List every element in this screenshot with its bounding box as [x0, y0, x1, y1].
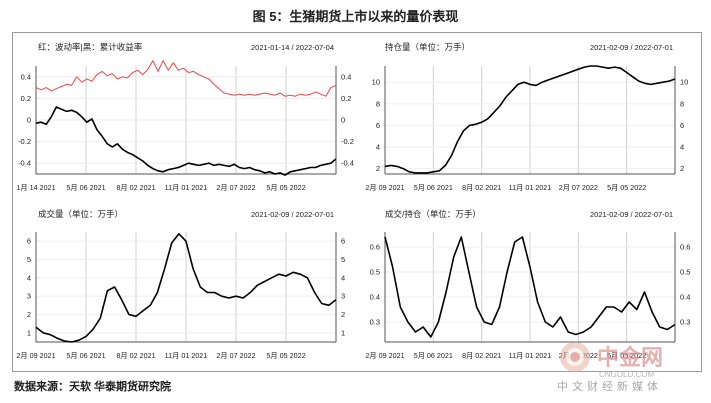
x-tick-label: 5月 05 2022: [607, 351, 646, 360]
chart-title: 红：波动率|黑：累计收益率: [38, 42, 143, 52]
x-tick-label: 5月 06 2021: [66, 183, 105, 192]
chart-title: 成交/持仓（单位：万手）: [385, 209, 481, 219]
y-tick-label-right: 10: [680, 78, 688, 87]
x-tick-label: 2月 09 2021: [365, 183, 404, 192]
y-tick-label-left: 2: [27, 310, 31, 319]
x-tick-label: 1月 14 2021: [16, 183, 55, 192]
y-tick-label-right: 1: [341, 328, 345, 337]
watermark: 中金网 CNGOLD.COM 中文财经新媒体: [555, 335, 705, 395]
series-line: [35, 106, 337, 176]
watermark-url: CNGOLD.COM: [599, 370, 654, 379]
y-tick-label-left: 6: [376, 121, 380, 130]
date-range-label: 2021-01-14 / 2022-07-04: [251, 43, 334, 52]
y-tick-label-right: 4: [341, 273, 345, 282]
x-tick-label: 11月 01 2021: [509, 183, 552, 192]
series-line: [384, 65, 676, 174]
x-tick-label: 5月 05 2022: [607, 183, 646, 192]
y-tick-label-right: 0.2: [341, 94, 351, 103]
y-tick-label-right: 6: [341, 237, 345, 246]
y-tick-label-right: -0.4: [341, 159, 354, 168]
x-tick-label: 11月 01 2021: [165, 183, 208, 192]
chart-panel-4: 2月 09 2021 5月 06 2021 8月 02 2021 11月 01 202…: [365, 209, 690, 360]
y-tick-label-right: -0.2: [341, 137, 354, 146]
y-tick-label-left: 4: [27, 273, 31, 282]
chart-panel-2: 2月 09 2021 5月 06 2021 8月 02 2021 11月 01 202…: [365, 42, 688, 192]
chart-frame: [12, 32, 702, 372]
x-tick-label: 5月 06 2021: [414, 183, 453, 192]
x-tick-label: 8月 02 2021: [462, 183, 501, 192]
y-tick-label-left: 3: [27, 292, 31, 301]
chart-panel-3: 2月 09 2021 5月 06 2021 8月 02 2021 11月 01 202…: [16, 209, 345, 360]
y-tick-label-left: 0.3: [370, 318, 380, 327]
y-tick-label-left: 1: [27, 328, 31, 337]
x-tick-label: 11月 01 2021: [165, 351, 208, 360]
series-line: [35, 233, 337, 343]
y-tick-label-right: 8: [680, 99, 684, 108]
x-tick-label: 2月 07 2022: [216, 351, 255, 360]
y-tick-label-left: 0: [27, 116, 31, 125]
x-tick-label: 8月 02 2021: [116, 183, 155, 192]
y-tick-label-right: 6: [680, 121, 684, 130]
y-tick-label-left: -0.4: [18, 159, 31, 168]
y-tick-label-right: 2: [680, 164, 684, 173]
y-tick-label-right: 0.4: [680, 293, 690, 302]
y-tick-label-left: 2: [376, 164, 380, 173]
chart-title: 成交量（单位：万手）: [38, 209, 123, 219]
y-tick-label-left: 0.4: [370, 293, 380, 302]
y-tick-label-left: 10: [372, 78, 380, 87]
y-tick-label-left: 5: [27, 255, 31, 264]
x-tick-label: 8月 02 2021: [462, 351, 501, 360]
x-tick-label: 11月 01 2021: [509, 351, 552, 360]
y-tick-label-left: 8: [376, 99, 380, 108]
y-tick-label-right: 2: [341, 310, 345, 319]
series-line: [384, 236, 676, 338]
y-tick-label-right: 0.6: [680, 243, 690, 252]
x-tick-label: 5月 05 2022: [266, 351, 305, 360]
y-tick-label-left: 0.6: [370, 243, 380, 252]
chart-title: 持仓量（单位：万手）: [385, 42, 470, 52]
series-line: [35, 60, 337, 97]
x-tick-label: 2月 07 2022: [216, 183, 255, 192]
chart-panel-1: 1月 14 2021 5月 06 2021 8月 02 2021 11月 01 202…: [16, 42, 354, 192]
x-tick-label: 2月 09 2021: [365, 351, 404, 360]
data-source: 数据来源：天软 华泰期货研究院: [14, 381, 172, 393]
x-tick-label: 5月 06 2021: [414, 351, 453, 360]
y-tick-label-right: 0.3: [680, 318, 690, 327]
y-tick-label-right: 0.4: [341, 72, 351, 81]
y-tick-label-right: 3: [341, 292, 345, 301]
y-tick-label-right: 4: [680, 143, 684, 152]
x-tick-label: 2月 09 2021: [16, 351, 55, 360]
x-tick-label: 5月 06 2021: [66, 351, 105, 360]
date-range-label: 2021-02-09 / 2022-07-01: [251, 210, 334, 219]
date-range-label: 2021-02-09 / 2022-07-01: [590, 210, 673, 219]
x-tick-label: 2月 07 2022: [559, 183, 598, 192]
y-tick-label-left: 4: [376, 143, 380, 152]
y-tick-label-right: 5: [341, 255, 345, 264]
watermark-brand: 中金网: [597, 345, 663, 370]
coin-logo-icon: [560, 342, 590, 372]
figure-title: 图 5：生猪期货上市以来的量价表现: [252, 9, 459, 24]
y-tick-label-right: 0.5: [680, 268, 690, 277]
watermark-tagline: 中文财经新媒体: [557, 379, 662, 393]
y-tick-label-left: -0.2: [18, 137, 31, 146]
x-tick-label: 5月 05 2022: [266, 183, 305, 192]
y-tick-label-right: 0: [341, 116, 345, 125]
y-tick-label-left: 6: [27, 237, 31, 246]
y-tick-label-left: 0.2: [21, 94, 31, 103]
y-tick-label-left: 0.5: [370, 268, 380, 277]
y-tick-label-left: 0.4: [21, 72, 31, 81]
x-tick-label: 8月 02 2021: [116, 351, 155, 360]
date-range-label: 2021-02-09 / 2022-07-01: [590, 43, 673, 52]
